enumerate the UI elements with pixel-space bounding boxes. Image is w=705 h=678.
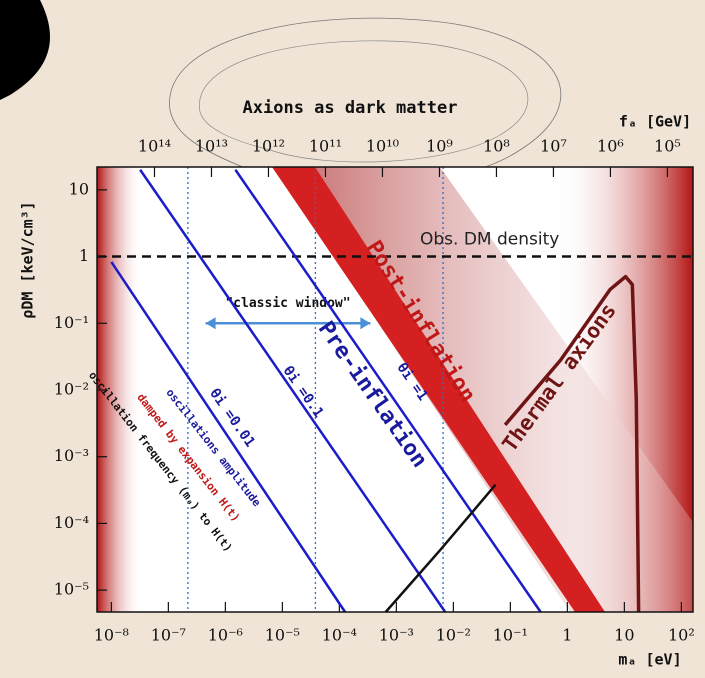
chart-title: Axions as dark matter — [243, 98, 458, 118]
y-tick-label: 10⁻⁴ — [54, 513, 89, 532]
y-tick-label: 10⁻⁵ — [54, 580, 89, 599]
x-tick-label: 10⁻⁵ — [265, 626, 300, 645]
x-tick-label: 10 — [614, 626, 634, 645]
x-tick-label: 10⁻⁷ — [151, 626, 186, 645]
x2-tick-label: 10⁵ — [654, 137, 681, 156]
dm-density-label: Obs. DM density — [420, 230, 559, 250]
x-tick-label: 10⁻⁶ — [208, 626, 243, 645]
x2-tick-label: 10¹¹ — [309, 137, 342, 156]
x2-tick-label: 10⁹ — [426, 137, 453, 156]
x-tick-label: 10⁻³ — [379, 626, 414, 645]
x-tick-label: 10⁻¹ — [493, 626, 528, 645]
decoration — [0, 0, 50, 100]
y-tick-label: 10⁻² — [54, 379, 89, 398]
x2-tick-label: 10⁸ — [483, 137, 510, 156]
x2-axis-label: fₐ [GeV] — [619, 113, 691, 131]
x2-tick-label: 10⁶ — [597, 137, 624, 156]
x-tick-label: 1 — [562, 626, 572, 645]
x-tick-label: 10⁻² — [436, 626, 471, 645]
x-tick-label: 10² — [668, 626, 695, 645]
x2-tick-label: 10¹⁴ — [138, 137, 171, 156]
x2-tick-label: 10¹² — [252, 137, 285, 156]
x-tick-label: 10⁻⁸ — [94, 626, 129, 645]
x2-tick-label: 10⁷ — [540, 137, 567, 156]
x-axis-label: mₐ [eV] — [618, 651, 681, 669]
y-tick-label: 1 — [79, 246, 89, 265]
y-axis-label: ρDM [keV/cm³] — [19, 201, 37, 318]
chart: 10⁻⁸ 10⁻⁷ 10⁻⁶ 10⁻⁵ 10⁻⁴ 10⁻³ 10⁻² 10⁻¹ 1 10 10² 10… — [0, 0, 705, 678]
y-tick-label: 10 — [69, 179, 89, 198]
x-tick-label: 10⁻⁴ — [322, 626, 357, 645]
y-tick-label: 10⁻¹ — [54, 313, 89, 332]
y-tick-label: 10⁻³ — [54, 446, 89, 465]
x2-tick-label: 10¹⁰ — [366, 137, 399, 156]
x2-tick-label: 10¹³ — [195, 137, 228, 156]
